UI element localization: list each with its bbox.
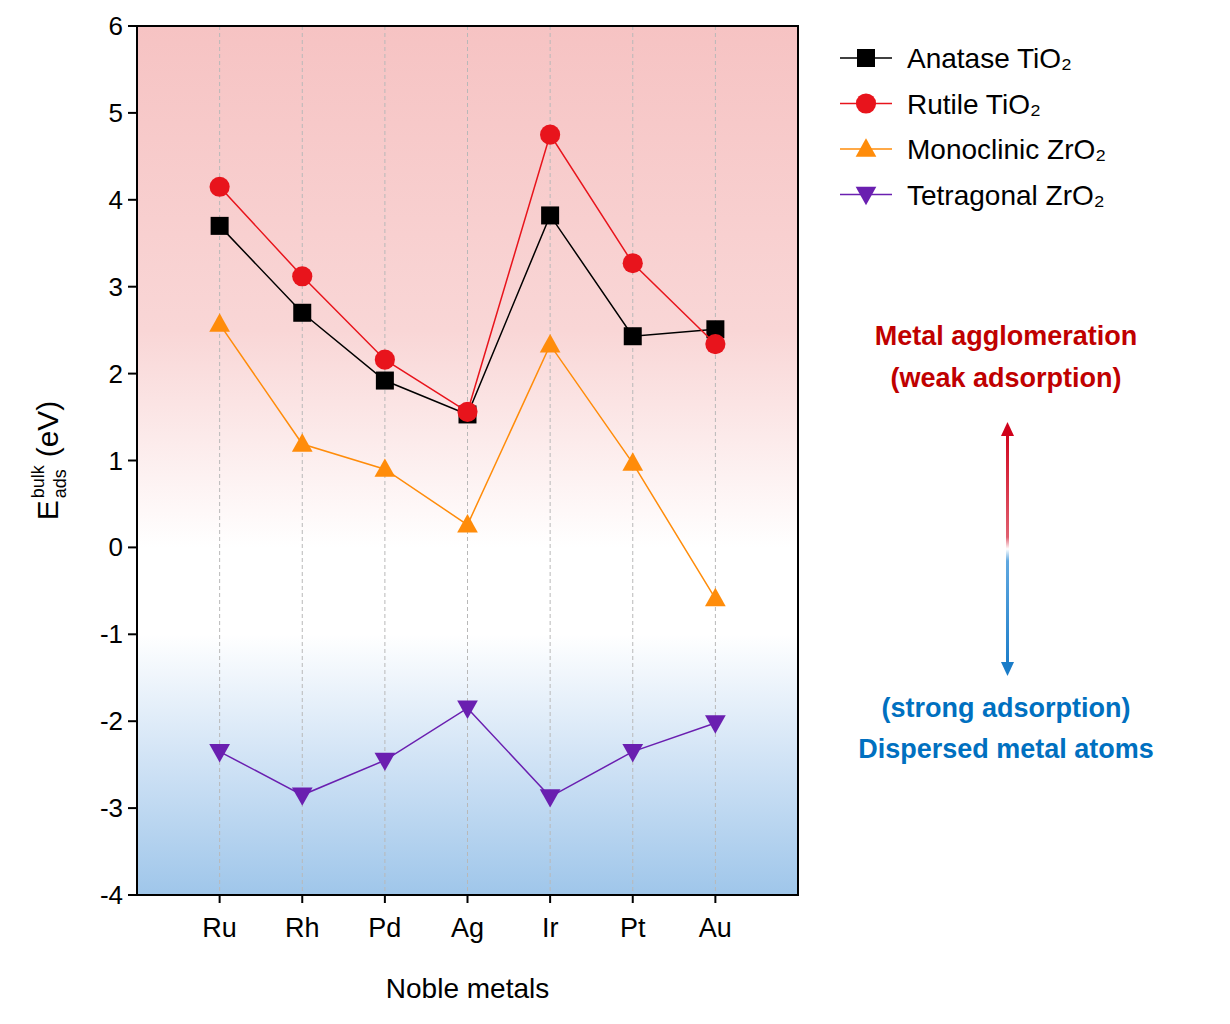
- marker: [457, 402, 477, 422]
- arrow-head: [1001, 662, 1014, 676]
- legend-label: Monoclinic ZrO₂: [907, 134, 1106, 165]
- marker: [209, 313, 230, 331]
- marker: [375, 753, 396, 771]
- x-tick-label: Rh: [285, 913, 320, 943]
- annotation: Metal agglomeration: [875, 321, 1138, 351]
- x-tick: [632, 895, 634, 903]
- annotation: (weak adsorption): [890, 363, 1121, 393]
- marker: [292, 433, 313, 451]
- x-tick-label: Pt: [620, 913, 646, 943]
- y-tick: [128, 199, 137, 201]
- y-tick: [128, 546, 137, 548]
- marker: [540, 125, 560, 145]
- y-label-unit: (eV): [31, 401, 64, 458]
- y-label-sub: ads: [50, 469, 70, 498]
- annotation: Dispersed metal atoms: [858, 734, 1154, 764]
- marker: [540, 334, 561, 352]
- x-tick: [219, 895, 221, 903]
- x-tick-label: Au: [699, 913, 732, 943]
- x-tick-label: Ag: [451, 913, 484, 943]
- legend: Anatase TiO₂ Rutile TiO₂ Monoclinic ZrO₂ Te…: [840, 43, 1106, 211]
- series-line: [220, 215, 716, 414]
- marker: [856, 187, 877, 205]
- marker: [210, 177, 230, 197]
- plot-background: [137, 26, 798, 895]
- chart: -4 -3 -2 -1 0 1 2 3 4 5 6 Ru Rh Pd Ag Ir Pt Au Noble metal…: [0, 0, 1230, 1024]
- marker: [457, 514, 478, 532]
- y-tick-label: 4: [109, 185, 123, 215]
- grid-line: [302, 26, 303, 895]
- marker: [292, 787, 313, 805]
- marker: [856, 138, 877, 156]
- marker: [293, 304, 311, 322]
- x-tick-label: Pd: [368, 913, 401, 943]
- y-tick-label: -1: [100, 619, 123, 649]
- x-tick: [714, 895, 716, 903]
- marker: [292, 266, 312, 286]
- y-tick: [128, 373, 137, 375]
- grid-line: [550, 26, 551, 895]
- x-axis-label: Noble metals: [386, 973, 549, 1004]
- y-tick-label: 6: [109, 11, 123, 41]
- series-line: [220, 708, 716, 797]
- y-tick-label: 3: [109, 272, 123, 302]
- y-label-main: E: [31, 500, 64, 520]
- series-line: [220, 324, 716, 599]
- y-label-sup: bulk: [28, 464, 48, 498]
- series-line: [220, 135, 716, 412]
- y-tick: [128, 894, 137, 896]
- marker: [857, 49, 875, 67]
- legend-label: Anatase TiO₂: [907, 43, 1072, 74]
- y-tick-label: -3: [100, 793, 123, 823]
- y-tick-label: 5: [109, 98, 123, 128]
- marker: [705, 334, 725, 354]
- marker: [375, 458, 396, 476]
- marker: [705, 715, 726, 733]
- marker: [624, 327, 642, 345]
- y-axis-label: Ebulkads (eV): [28, 401, 70, 521]
- marker: [209, 744, 230, 762]
- x-tick: [549, 895, 551, 903]
- grid-line: [467, 26, 468, 895]
- arrow-shaft: [1006, 430, 1009, 668]
- marker: [457, 701, 478, 719]
- annotation: (strong adsorption): [882, 693, 1131, 723]
- x-tick: [467, 895, 469, 903]
- y-tick-label: 2: [109, 359, 123, 389]
- x-tick-label: Ru: [202, 913, 237, 943]
- x-tick-label: Ir: [542, 913, 559, 943]
- marker: [375, 350, 395, 370]
- marker: [622, 452, 643, 470]
- x-tick: [384, 895, 386, 903]
- y-tick-label: 1: [109, 446, 123, 476]
- marker: [623, 253, 643, 273]
- y-tick: [128, 25, 137, 27]
- legend-label: Tetragonal ZrO₂: [907, 180, 1105, 211]
- marker: [705, 588, 726, 606]
- plot-frame: [137, 26, 798, 895]
- y-tick-label: 0: [109, 532, 123, 562]
- data-group: [209, 125, 725, 808]
- legend-label: Rutile TiO₂: [907, 89, 1041, 120]
- grid-line: [715, 26, 716, 895]
- y-tick: [128, 807, 137, 809]
- y-tick: [128, 112, 137, 114]
- grid-line: [219, 26, 220, 895]
- y-tick: [128, 286, 137, 288]
- y-tick-label: -4: [100, 880, 123, 910]
- marker: [211, 217, 229, 235]
- marker: [540, 789, 561, 807]
- marker: [541, 206, 559, 224]
- x-tick: [301, 895, 303, 903]
- marker: [856, 93, 876, 113]
- y-tick: [128, 460, 137, 462]
- marker: [622, 744, 643, 762]
- y-tick-label: -2: [100, 706, 123, 736]
- marker: [376, 372, 394, 390]
- y-tick: [128, 720, 137, 722]
- y-tick: [128, 633, 137, 635]
- arrow-head: [1001, 422, 1014, 436]
